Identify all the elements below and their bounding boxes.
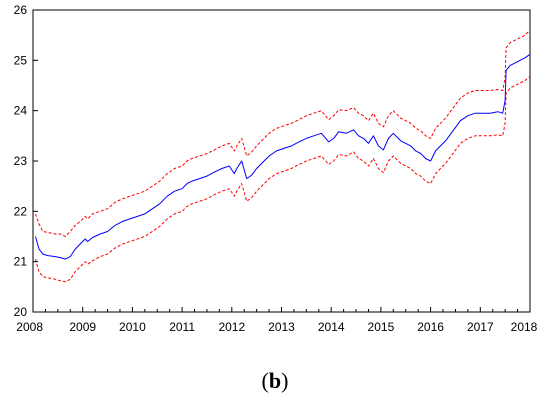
x-tick-label: 2017 xyxy=(467,320,494,334)
series-layer xyxy=(35,29,531,283)
y-axis-ticks: 20 21 22 23 24 25 26 xyxy=(14,3,38,319)
x-axis-ticks: 2008 2009 2010 2011 2012 2013 2014 2015 2016 2017… xyxy=(16,307,538,334)
y-tick-label: 20 xyxy=(14,305,28,319)
caption-close: ) xyxy=(281,368,289,393)
plot-frame xyxy=(32,9,531,313)
series-line-main xyxy=(35,53,531,260)
series-line-band-1 xyxy=(35,29,531,237)
y-tick-label: 25 xyxy=(14,53,28,67)
x-tick-label: 2013 xyxy=(268,320,295,334)
x-tick-label: 2008 xyxy=(16,320,43,334)
x-tick-label: 2016 xyxy=(417,320,444,334)
x-tick-label: 2015 xyxy=(368,320,395,334)
x-tick-label: 2018 xyxy=(511,320,538,334)
figure-caption: (b) xyxy=(0,368,550,394)
x-tick-label: 2010 xyxy=(119,320,146,334)
y-tick-label: 23 xyxy=(14,154,28,168)
y-tick-label: 22 xyxy=(14,204,28,218)
x-tick-label: 2009 xyxy=(69,320,96,334)
y-tick-label: 26 xyxy=(14,3,28,17)
forecast-line-chart: 2008 2009 2010 2011 2012 2013 2014 2015 2016 2017… xyxy=(14,3,538,334)
y-tick-label: 21 xyxy=(14,255,28,269)
series-line-band-2 xyxy=(35,76,531,283)
caption-open: ( xyxy=(261,368,269,393)
x-tick-label: 2011 xyxy=(169,320,195,334)
caption-letter: b xyxy=(268,368,282,393)
x-tick-label: 2014 xyxy=(318,320,345,334)
y-tick-label: 24 xyxy=(14,104,28,118)
x-tick-label: 2012 xyxy=(218,320,245,334)
